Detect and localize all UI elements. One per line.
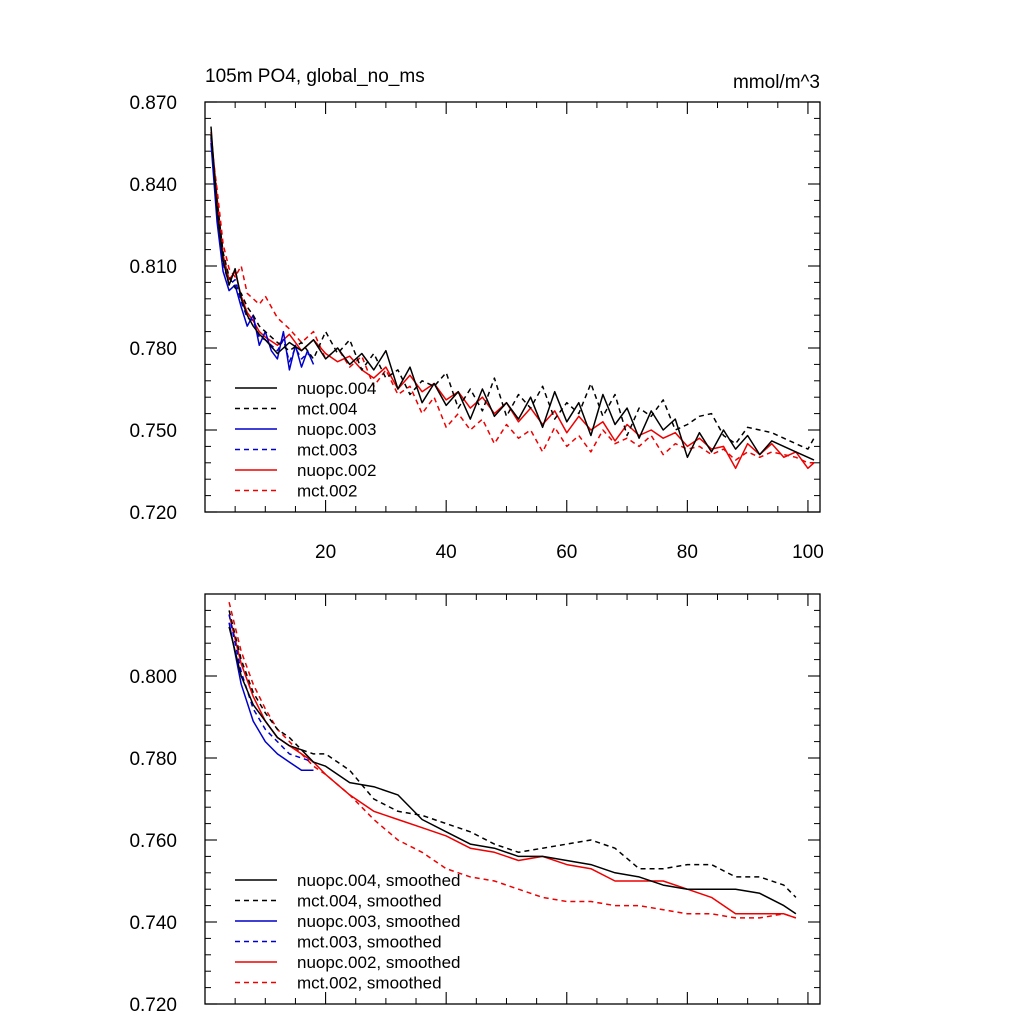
series-line-mct-004 [228, 610, 797, 898]
y-tick-label: 0.720 [129, 995, 177, 1016]
legend-label-mct-002: mct.002, smoothed [297, 974, 442, 993]
y-tick-label: 0.780 [129, 749, 177, 770]
plot-area [210, 126, 815, 470]
series-line-nuopc-003 [210, 142, 315, 371]
series-line-nuopc-003 [228, 622, 314, 772]
axes-frame: 0.720 0.740 0.760 0.780 0.800 [129, 593, 821, 1016]
y-tick-label: 0.800 [129, 667, 177, 688]
plot-frame [204, 101, 821, 513]
x-tick-label: 80 [677, 542, 698, 563]
legend-label-mct-004: mct.004, smoothed [297, 892, 442, 911]
y-tick-label: 0.760 [129, 831, 177, 852]
x-tick-label: 100 [792, 542, 824, 563]
y-tick-label: 0.810 [129, 257, 177, 278]
units-label: mmol/m^3 [733, 72, 820, 93]
series-line-mct-004 [210, 134, 815, 450]
x-tick-label: 40 [436, 542, 457, 563]
y-tick-label: 0.750 [129, 421, 177, 442]
axes-frame: 0.720 0.750 0.780 0.810 0.840 0.870 20 40 60 80 10… [129, 93, 823, 563]
series-line-nuopc-004 [228, 626, 797, 915]
series-line-mct-002 [228, 602, 797, 919]
legend-label-nuopc-003: nuopc.003 [297, 420, 376, 439]
top-panel: 105m PO4, global_no_ms mmol/m^3 0.7200.7… [129, 66, 823, 563]
y-tick-label: 0.870 [129, 93, 177, 114]
plot-frame [204, 593, 821, 1005]
bottom-panel: 0.720 0.740 0.760 0.780 0.800 nuopc.004, smo… [129, 593, 821, 1016]
chart-title: 105m PO4, global_no_ms [205, 66, 425, 87]
legend-label-mct-004: mct.004 [297, 400, 357, 419]
legend-label-mct-003: mct.003, smoothed [297, 933, 442, 952]
x-tick-label: 60 [556, 542, 577, 563]
series-line-nuopc-004 [210, 126, 815, 461]
legend-label-mct-002: mct.002 [297, 482, 357, 501]
series-line-mct-002 [210, 140, 814, 464]
legend-label-mct-003: mct.003 [297, 441, 357, 460]
legend-label-nuopc-002: nuopc.002, smoothed [297, 953, 461, 972]
x-tick-label: 20 [315, 542, 336, 563]
legend-label-nuopc-002: nuopc.002 [297, 461, 376, 480]
plot-area [228, 602, 797, 919]
legend-label-nuopc-004: nuopc.004 [297, 379, 376, 398]
legend-label-nuopc-003: nuopc.003, smoothed [297, 912, 461, 931]
series-line-mct-003 [228, 614, 314, 763]
y-tick-label: 0.840 [129, 175, 177, 196]
y-tick-label: 0.740 [129, 913, 177, 934]
y-tick-label: 0.780 [129, 339, 177, 360]
legend-label-nuopc-004: nuopc.004, smoothed [297, 871, 461, 890]
y-tick-label: 0.720 [129, 503, 177, 524]
